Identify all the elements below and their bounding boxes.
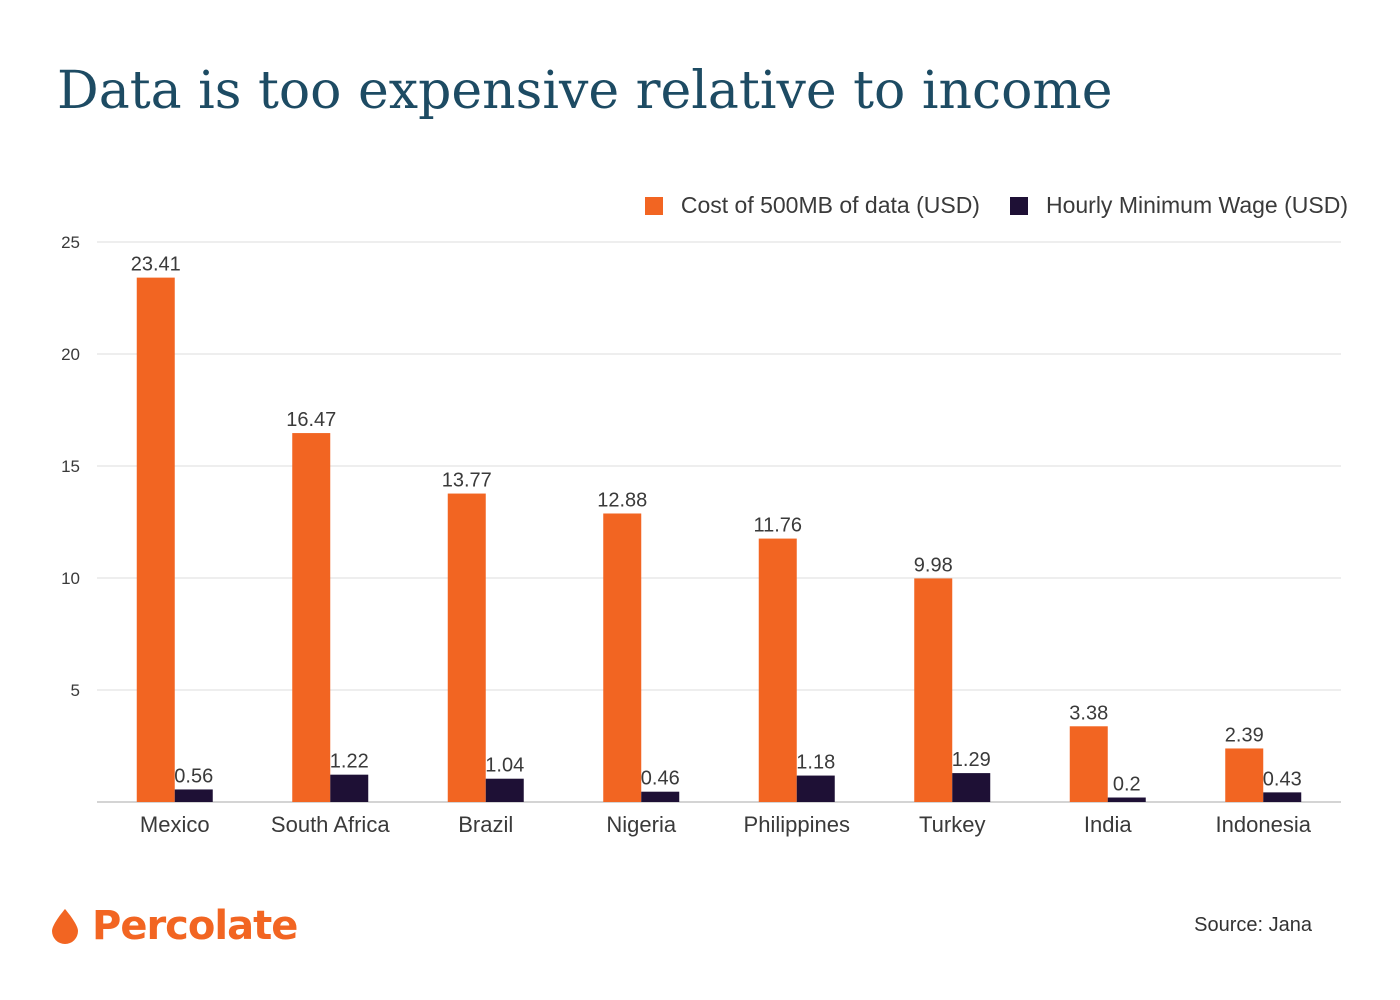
data-label-cost: 23.41 [131, 254, 181, 276]
legend-item-wage: Hourly Minimum Wage (USD) [1009, 192, 1348, 219]
bar-wage [641, 791, 680, 802]
data-label-wage: 1.04 [485, 755, 524, 777]
y-tick-label: 5 [71, 681, 80, 700]
x-tick-label: India [1084, 812, 1132, 837]
data-label-wage: 0.56 [174, 765, 213, 787]
data-label-cost: 2.39 [1225, 724, 1264, 746]
legend-swatch-wage [1009, 196, 1028, 215]
bar-cost [758, 538, 797, 802]
data-label-wage: 1.22 [330, 751, 369, 773]
percolate-logo: Percolate [50, 903, 298, 949]
data-label-cost: 11.76 [753, 515, 802, 537]
legend-swatch-cost [644, 196, 663, 215]
y-tick-label: 10 [61, 569, 80, 588]
data-label-cost: 12.88 [597, 489, 647, 511]
source-note: Source: Jana [1194, 914, 1312, 936]
bar-cost [1225, 748, 1264, 802]
bar-cost [1069, 726, 1108, 802]
chart-legend: Cost of 500MB of data (USD) Hourly Minim… [644, 192, 1348, 219]
data-label-cost: 16.47 [286, 409, 336, 431]
bar-cost [914, 578, 953, 802]
bar-wage [952, 773, 991, 802]
x-tick-label: Philippines [744, 812, 850, 837]
bar-cost [447, 493, 486, 802]
bar-wage [1107, 797, 1146, 802]
x-tick-label: Indonesia [1216, 812, 1312, 837]
legend-item-cost: Cost of 500MB of data (USD) [644, 192, 980, 219]
bar-cost [603, 513, 642, 802]
legend-label-cost: Cost of 500MB of data (USD) [680, 192, 980, 218]
data-label-wage: 0.43 [1263, 768, 1302, 790]
bar-wage [1263, 792, 1302, 802]
x-tick-label: Brazil [458, 812, 513, 837]
chart-title: Data is too expensive relative to income [57, 61, 1113, 121]
legend-label-wage: Hourly Minimum Wage (USD) [1045, 192, 1348, 218]
bar-wage [174, 789, 213, 802]
x-tick-label: Turkey [919, 812, 985, 837]
data-label-cost: 13.77 [442, 470, 492, 492]
x-tick-label: South Africa [271, 812, 390, 837]
bar-cost [136, 277, 175, 803]
y-tick-label: 15 [61, 457, 80, 476]
bar-wage [485, 778, 524, 802]
data-label-cost: 3.38 [1069, 702, 1108, 724]
data-label-wage: 0.46 [641, 768, 680, 790]
x-tick-label: Mexico [140, 812, 210, 837]
y-tick-label: 20 [61, 345, 80, 364]
data-label-wage: 1.18 [796, 752, 835, 774]
bar-wage [796, 775, 835, 802]
logo-text: Percolate [92, 903, 298, 949]
data-label-wage: 1.29 [952, 749, 991, 771]
x-tick-label: Nigeria [606, 812, 676, 837]
y-tick-label: 25 [61, 233, 80, 252]
droplet-icon [52, 909, 78, 944]
data-label-wage: 0.2 [1113, 774, 1141, 796]
bar-cost [292, 433, 331, 802]
bar-wage [330, 774, 369, 802]
data-label-cost: 9.98 [914, 554, 953, 576]
